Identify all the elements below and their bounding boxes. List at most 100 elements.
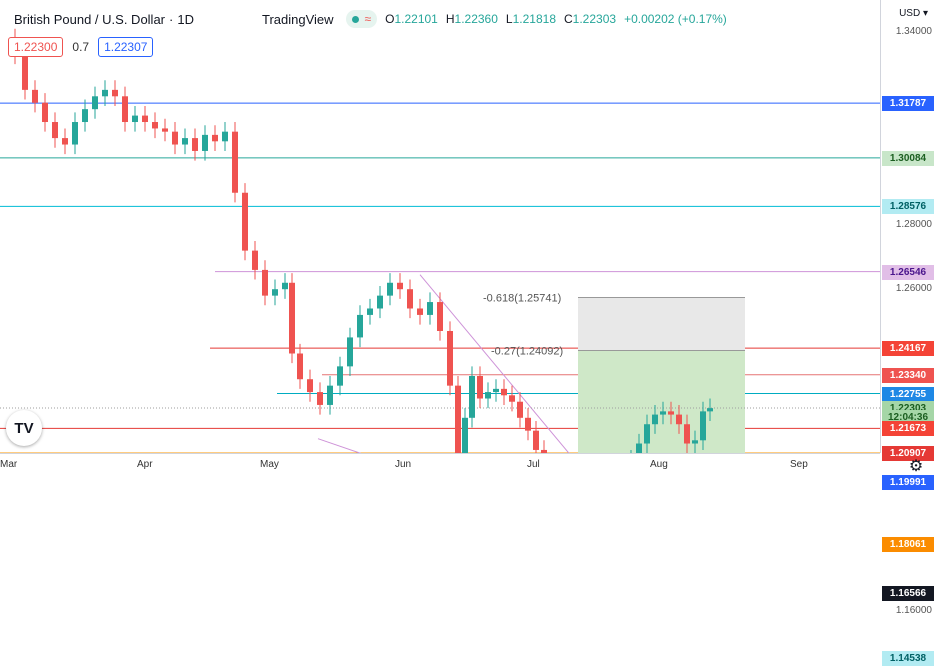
ohlc-low: L1.21818: [505, 12, 556, 26]
candle-body: [32, 89, 38, 103]
market-open-dot-icon: [351, 15, 359, 23]
candle-body: [82, 109, 88, 123]
candle-body: [652, 414, 658, 425]
time-axis-label: Mar: [0, 459, 18, 470]
price-level-badge: 1.22755: [882, 386, 934, 402]
interval-label[interactable]: 1D: [177, 11, 194, 27]
candle-body: [684, 424, 690, 444]
spread-value: 0.7: [72, 40, 90, 54]
candle-body: [52, 122, 58, 139]
candle-body: [417, 308, 423, 315]
candle-body: [112, 89, 118, 97]
candle-body: [327, 385, 333, 405]
price-tick-label: 1.28000: [895, 218, 932, 230]
candle-body: [317, 392, 323, 405]
candle-body: [337, 366, 343, 386]
candle-body: [212, 134, 218, 142]
candle-body: [644, 424, 650, 444]
trade-panel: 1.22300 0.7 1.22307: [8, 37, 154, 57]
candle-body: [62, 138, 68, 145]
candle-body: [469, 376, 475, 418]
candle-body: [262, 269, 268, 296]
provider-label: TradingView: [261, 11, 334, 27]
candle-body: [232, 131, 238, 193]
candle-body: [636, 443, 642, 453]
candle-body: [541, 449, 547, 453]
time-axis-label: Aug: [650, 459, 668, 470]
price-level-badge: 1.30084: [882, 150, 934, 166]
channel-upper-line: [419, 274, 570, 453]
separator: ·: [169, 11, 174, 27]
candle-body: [202, 134, 208, 151]
candle-body: [509, 395, 515, 402]
gear-icon[interactable]: ⚙: [908, 458, 924, 475]
time-axis-label: Jun: [395, 459, 412, 470]
price-level-badge: 1.20907: [882, 445, 934, 461]
candle-body: [252, 250, 258, 270]
candle-body: [242, 192, 248, 251]
ohlc-close: C1.22303: [564, 12, 617, 26]
time-axis[interactable]: Mar Apr May Jun Jul Aug Sep: [0, 453, 880, 480]
price-tick-label: 1.16000: [895, 604, 932, 616]
candle-body: [447, 330, 453, 386]
fib-zone-gray: [578, 297, 745, 351]
candle-body: [142, 115, 148, 123]
fib-label: -0.618(1.25741): [483, 293, 561, 305]
ohlc-high: H1.22360: [445, 12, 498, 26]
candle-body: [307, 379, 313, 393]
price-level-badge: 1.14538: [882, 650, 934, 666]
candle-body: [152, 122, 158, 129]
buy-button[interactable]: 1.22307: [98, 37, 154, 57]
candle-body: [132, 115, 138, 123]
candle-body: [676, 414, 682, 425]
price-chart[interactable]: -0.618(1.25741)-0.27(1.24092)0.5(1.20343…: [0, 0, 880, 453]
candle-body: [533, 430, 539, 450]
candle-body: [182, 138, 188, 145]
candle-body: [42, 102, 48, 123]
candle-body: [668, 411, 674, 415]
candle-body: [525, 417, 531, 431]
candle-body: [427, 302, 433, 315]
candle-body: [437, 302, 443, 331]
candle-body: [367, 308, 373, 315]
candle-body: [387, 282, 393, 296]
symbol-title[interactable]: British Pound / U.S. Dollar: [14, 11, 166, 27]
tradingview-logo-icon[interactable]: TV: [6, 410, 42, 446]
sell-button[interactable]: 1.22300: [8, 37, 64, 57]
candle-body: [485, 392, 491, 399]
candle-body: [397, 282, 403, 290]
time-axis-label: Jul: [527, 459, 540, 470]
price-level-badge: 1.28576: [882, 199, 934, 215]
candle-body: [501, 388, 507, 396]
candle-body: [347, 337, 353, 367]
candle-body: [700, 411, 706, 441]
fib-label: -0.27(1.24092): [491, 346, 563, 358]
price-level-badge: 1.21673: [882, 421, 934, 437]
candle-body: [377, 295, 383, 309]
price-level-badge: 12:04:36: [882, 409, 934, 425]
price-axis[interactable]: USD ▾ 1.34000 1.28000 1.26000 1.16000 1.3178…: [880, 0, 935, 666]
price-level-badge: 1.24167: [882, 341, 934, 357]
price-level-badge: 1.19991: [882, 475, 934, 491]
currency-selector[interactable]: USD ▾: [899, 8, 928, 19]
time-axis-label: May: [260, 459, 279, 470]
candle-body: [477, 376, 483, 399]
chart-area[interactable]: -0.618(1.25741)-0.27(1.24092)0.5(1.20343…: [0, 0, 880, 453]
time-axis-label: Sep: [790, 459, 808, 470]
price-level-badge: 1.31787: [882, 96, 934, 112]
market-status-pill[interactable]: ≈: [345, 10, 378, 28]
candle-body: [517, 401, 523, 418]
candle-body: [297, 353, 303, 380]
candle-body: [692, 440, 698, 444]
price-tick-label: 1.26000: [895, 283, 932, 295]
time-axis-label: Apr: [137, 459, 153, 470]
candle-body: [455, 385, 461, 453]
price-tick-label: 1.34000: [895, 26, 932, 37]
ohlc-open: O1.22101: [385, 12, 438, 26]
candle-body: [357, 314, 363, 338]
channel-lower-line: [317, 438, 362, 453]
candle-body: [222, 131, 228, 142]
candle-body: [272, 289, 278, 296]
candle-body: [22, 54, 28, 90]
price-level-badge: 1.23340: [882, 367, 934, 383]
